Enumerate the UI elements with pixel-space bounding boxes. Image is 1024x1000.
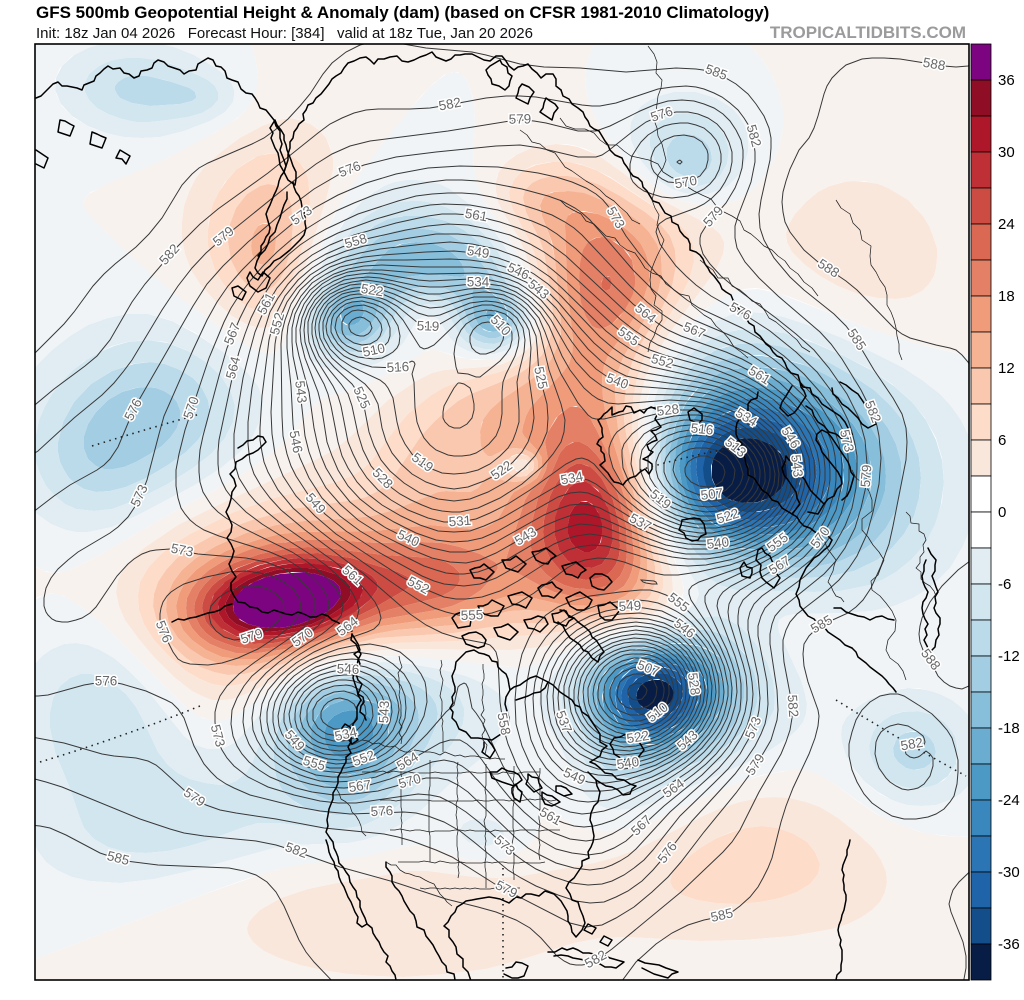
- svg-text:6: 6: [998, 432, 1006, 449]
- svg-text:549: 549: [618, 598, 641, 614]
- svg-text:531: 531: [448, 513, 472, 530]
- svg-text:585: 585: [709, 905, 734, 925]
- svg-text:585: 585: [105, 848, 130, 868]
- svg-text:543: 543: [376, 700, 392, 723]
- svg-text:570: 570: [673, 173, 698, 192]
- svg-text:588: 588: [922, 55, 947, 74]
- svg-text:576: 576: [370, 803, 393, 819]
- svg-text:534: 534: [333, 724, 359, 744]
- svg-text:18: 18: [998, 288, 1015, 305]
- svg-text:582: 582: [899, 735, 924, 754]
- svg-text:507: 507: [700, 485, 724, 503]
- svg-text:0: 0: [998, 504, 1006, 521]
- svg-text:549: 549: [466, 243, 491, 261]
- svg-text:30: 30: [998, 144, 1015, 161]
- svg-text:543: 543: [292, 380, 310, 404]
- svg-text:24: 24: [998, 216, 1015, 233]
- svg-text:510: 510: [361, 340, 386, 359]
- svg-text:579: 579: [858, 464, 875, 488]
- svg-text:522: 522: [626, 728, 651, 746]
- svg-text:573: 573: [837, 428, 857, 453]
- svg-text:555: 555: [460, 607, 483, 623]
- svg-text:-6: -6: [998, 576, 1011, 593]
- svg-text:546: 546: [337, 661, 360, 677]
- svg-text:528: 528: [685, 672, 703, 696]
- svg-text:-12: -12: [998, 648, 1020, 665]
- svg-text:558: 558: [494, 711, 513, 736]
- svg-text:582: 582: [437, 95, 462, 114]
- svg-text:546: 546: [286, 429, 305, 454]
- svg-text:567: 567: [348, 777, 372, 795]
- svg-text:540: 540: [706, 534, 730, 552]
- svg-text:522: 522: [360, 281, 385, 299]
- svg-text:558: 558: [343, 231, 369, 252]
- svg-text:579: 579: [509, 111, 532, 126]
- svg-text:573: 573: [208, 723, 228, 749]
- svg-text:534: 534: [467, 275, 490, 290]
- svg-text:543: 543: [788, 454, 806, 478]
- svg-text:561: 561: [464, 206, 489, 225]
- svg-text:525: 525: [531, 365, 550, 390]
- svg-text:552: 552: [267, 311, 287, 337]
- svg-text:540: 540: [616, 754, 640, 772]
- svg-text:534: 534: [559, 468, 584, 487]
- svg-text:36: 36: [998, 72, 1015, 89]
- svg-text:12: 12: [998, 360, 1015, 377]
- svg-text:516: 516: [386, 359, 409, 375]
- svg-text:519: 519: [417, 318, 440, 334]
- svg-text:528: 528: [656, 401, 680, 419]
- svg-text:-36: -36: [998, 936, 1020, 953]
- svg-text:576: 576: [95, 674, 118, 689]
- svg-text:573: 573: [170, 541, 195, 560]
- svg-text:-30: -30: [998, 864, 1020, 881]
- svg-text:516: 516: [690, 420, 714, 437]
- svg-text:-18: -18: [998, 720, 1020, 737]
- svg-text:582: 582: [785, 694, 802, 718]
- svg-text:-24: -24: [998, 792, 1020, 809]
